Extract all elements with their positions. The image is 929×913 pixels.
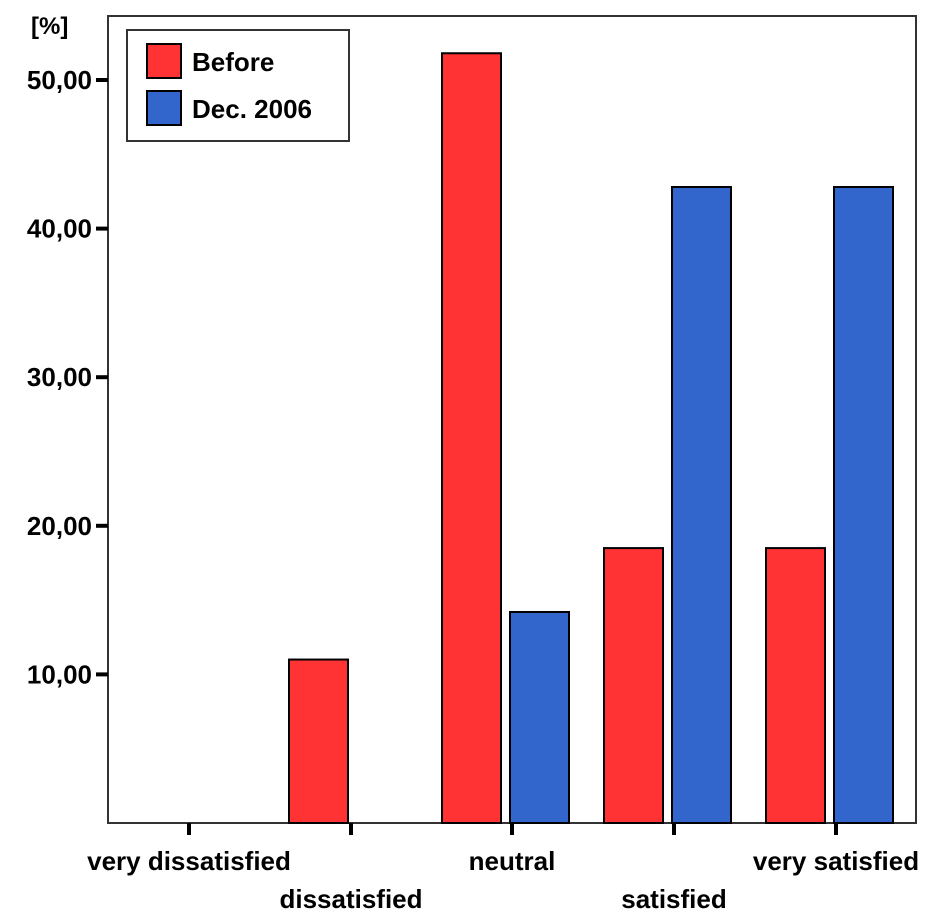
y-axis-unit-label: [%] — [31, 13, 68, 40]
x-axis: very dissatisfied dissatisfied neutral sati… — [87, 823, 919, 913]
bar-group — [288, 52, 894, 825]
x-category-label: neutral — [469, 846, 556, 876]
x-category-label: very satisfied — [753, 846, 919, 876]
legend-swatch-dec-2006 — [146, 90, 182, 126]
legend-label-dec-2006: Dec. 2006 — [192, 94, 312, 124]
legend-swatch-before — [146, 43, 182, 79]
y-tick-label: 40,00 — [27, 214, 92, 244]
y-tick-label: 50,00 — [27, 65, 92, 95]
y-axis: 10,00 20,00 30,00 40,00 50,00 — [27, 65, 108, 689]
x-category-label: very dissatisfied — [87, 846, 291, 876]
x-category-label: dissatisfied — [279, 884, 422, 913]
legend: Before Dec. 2006 — [126, 29, 350, 142]
y-tick-label: 30,00 — [27, 362, 92, 392]
bar-dec-2006 — [671, 185, 732, 824]
legend-label-before: Before — [192, 47, 274, 77]
bar-before — [288, 658, 349, 824]
bar-dec-2006 — [509, 610, 570, 824]
y-tick-label: 20,00 — [27, 511, 92, 541]
bar-before — [441, 52, 502, 824]
y-tick-label: 10,00 — [27, 659, 92, 689]
bar-dec-2006 — [833, 185, 894, 824]
x-category-label: satisfied — [621, 884, 727, 913]
bar-before — [765, 547, 826, 825]
bar-before — [603, 547, 664, 825]
